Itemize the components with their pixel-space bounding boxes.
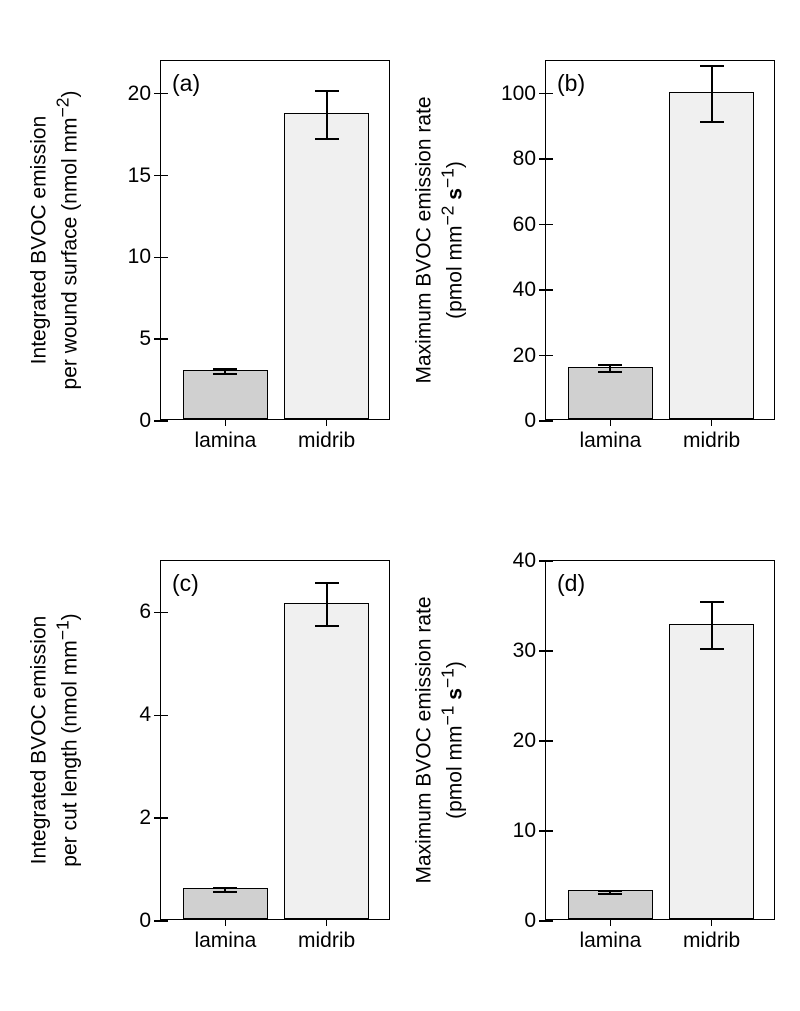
panel-letter-c: (c) [172,570,199,597]
bar-midrib [669,624,754,919]
y-tick-inner [546,224,553,226]
error-cap-top [598,890,622,892]
x-tick-label: midrib [683,419,740,453]
bar-midrib [284,113,369,419]
error-stem [711,602,713,649]
error-stem [711,66,713,122]
x-tick-label: lamina [579,919,641,953]
panel-letter-d: (d) [557,570,585,597]
y-tick-label: 10 [513,819,546,843]
bar-midrib [284,603,369,919]
panel-letter-b: (b) [557,70,585,97]
y-tick-inner [546,158,553,160]
y-tick-inner [161,612,168,614]
y-tick-label: 6 [139,600,161,624]
error-cap-top [315,90,339,92]
y-tick-inner [546,355,553,357]
y-tick-label: 5 [139,327,161,351]
x-tick-label: lamina [579,419,641,453]
y-tick-inner [546,920,553,922]
panel-letter-a: (a) [172,70,200,97]
y-tick-inner [546,289,553,291]
x-tick-label: midrib [298,419,355,453]
y-tick-inner [161,175,168,177]
error-cap-top [700,601,724,603]
error-cap-top [700,65,724,67]
error-cap-bottom [213,891,237,893]
y-tick-inner [161,817,168,819]
error-cap-top [315,582,339,584]
y-tick-label: 80 [513,147,546,171]
x-tick-label: midrib [298,919,355,953]
x-tick-label: lamina [194,419,256,453]
error-cap-bottom [700,648,724,650]
y-tick-inner [161,93,168,95]
error-stem [326,91,328,138]
y-tick-label: 20 [513,344,546,368]
y-tick-inner [546,830,553,832]
plot-c: 0246laminamidrib [160,560,390,920]
y-tick-inner [161,338,168,340]
y-tick-label: 15 [128,164,161,188]
y-axis-label-b: Maximum BVOC emission rate(pmol mm−2 s−1… [411,96,469,383]
y-tick-inner [546,560,553,562]
y-tick-inner [161,420,168,422]
x-tick-label: midrib [683,919,740,953]
y-tick-label: 4 [139,703,161,727]
y-tick-inner [546,420,553,422]
plot-b: 020406080100laminamidrib [545,60,775,420]
y-axis-label-d: Maximum BVOC emission rate(pmol mm−1 s−1… [411,596,469,883]
y-axis-label-c: Integrated BVOC emissionper cut length (… [26,613,84,866]
y-tick-label: 100 [501,82,546,106]
y-tick-label: 60 [513,213,546,237]
y-axis-label-a: Integrated BVOC emissionper wound surfac… [26,91,84,390]
y-tick-label: 40 [513,549,546,573]
y-tick-inner [161,715,168,717]
figure-root: 05101520laminamidrib(a)Integrated BVOC e… [0,0,800,1011]
y-tick-inner [161,257,168,259]
bar-lamina [568,367,653,419]
y-tick-label: 20 [513,729,546,753]
error-cap-bottom [700,121,724,123]
y-tick-inner [546,740,553,742]
y-tick-inner [161,920,168,922]
y-tick-inner [546,650,553,652]
error-cap-bottom [598,893,622,895]
y-tick-label: 30 [513,639,546,663]
error-cap-top [213,368,237,370]
error-cap-top [598,364,622,366]
error-stem [326,583,328,626]
y-tick-label: 10 [128,245,161,269]
y-tick-label: 0 [139,409,161,433]
y-tick-label: 0 [139,909,161,933]
error-cap-bottom [213,373,237,375]
y-tick-label: 20 [128,82,161,106]
x-tick-label: lamina [194,919,256,953]
error-cap-bottom [315,625,339,627]
y-tick-label: 2 [139,806,161,830]
y-tick-label: 0 [524,409,546,433]
error-cap-bottom [598,371,622,373]
bar-lamina [183,370,268,419]
error-cap-bottom [315,138,339,140]
y-tick-label: 0 [524,909,546,933]
plot-a: 05101520laminamidrib [160,60,390,420]
bar-midrib [669,92,754,419]
y-tick-label: 40 [513,278,546,302]
plot-d: 010203040laminamidrib [545,560,775,920]
error-cap-top [213,887,237,889]
y-tick-inner [546,93,553,95]
